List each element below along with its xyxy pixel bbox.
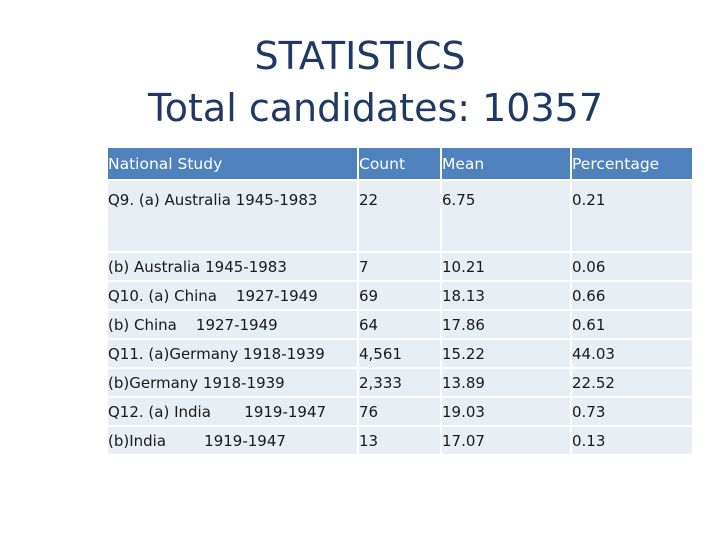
percentage-cell: 0.61: [571, 310, 694, 340]
percentage-cell: 0.73: [571, 397, 694, 427]
percentage-cell: 0.13: [571, 426, 694, 456]
study-cell: (b) Australia 1945-1983: [108, 252, 359, 282]
mean-cell: 10.21: [441, 252, 572, 282]
header-mean: Mean: [441, 148, 572, 181]
table-row: (b) Australia 1945-1983 7 10.21 0.06: [108, 252, 694, 282]
header-count: Count: [358, 148, 442, 181]
mean-cell: 17.07: [441, 426, 572, 456]
percentage-cell: 44.03: [571, 339, 694, 369]
count-cell: 69: [358, 281, 442, 311]
mean-cell: 19.03: [441, 397, 572, 427]
table-row: (b)Germany 1918-1939 2,333 13.89 22.52: [108, 368, 694, 398]
percentage-cell: 0.66: [571, 281, 694, 311]
header-national-study: National Study: [108, 148, 359, 181]
statistics-table: National Study Count Mean Percentage Q9.…: [108, 148, 694, 456]
percentage-cell: 0.21: [571, 180, 694, 253]
mean-value: 6.75: [442, 191, 476, 209]
count-cell: 13: [358, 426, 442, 456]
study-cell: (b)India 1919-1947: [108, 426, 359, 456]
page-title: STATISTICS: [254, 34, 466, 78]
percentage-cell: 22.52: [571, 368, 694, 398]
study-cell: (b) China 1927-1949: [108, 310, 359, 340]
study-cell: Q9. (a) Australia 1945-1983: [108, 180, 359, 253]
count-cell: 2,333: [358, 368, 442, 398]
mean-cell: 13.89: [441, 368, 572, 398]
table-row: Q10. (a) China 1927-1949 69 18.13 0.66: [108, 281, 694, 311]
study-label: Q9. (a) Australia 1945-1983: [108, 191, 318, 209]
percentage-value: 0.21: [572, 191, 606, 209]
count-cell: 4,561: [358, 339, 442, 369]
table-header-row: National Study Count Mean Percentage: [108, 148, 694, 181]
table-row: Q11. (a)Germany 1918-1939 4,561 15.22 44…: [108, 339, 694, 369]
header-percentage: Percentage: [571, 148, 694, 181]
mean-cell: 18.13: [441, 281, 572, 311]
study-cell: (b)Germany 1918-1939: [108, 368, 359, 398]
count-cell: 64: [358, 310, 442, 340]
table-row: Q9. (a) Australia 1945-1983 22 6.75 0.21: [108, 180, 694, 253]
table-row: Q12. (a) India 1919-1947 76 19.03 0.73: [108, 397, 694, 427]
count-cell: 22: [358, 180, 442, 253]
page-subtitle-total-candidates: Total candidates: 10357: [148, 86, 604, 130]
mean-cell: 6.75: [441, 180, 572, 253]
table-row: (b)India 1919-1947 13 17.07 0.13: [108, 426, 694, 456]
mean-cell: 17.86: [441, 310, 572, 340]
percentage-cell: 0.06: [571, 252, 694, 282]
count-cell: 7: [358, 252, 442, 282]
count-cell: 76: [358, 397, 442, 427]
study-cell: Q12. (a) India 1919-1947: [108, 397, 359, 427]
table-row: (b) China 1927-1949 64 17.86 0.61: [108, 310, 694, 340]
mean-cell: 15.22: [441, 339, 572, 369]
study-cell: Q10. (a) China 1927-1949: [108, 281, 359, 311]
count-value: 22: [359, 191, 379, 209]
study-cell: Q11. (a)Germany 1918-1939: [108, 339, 359, 369]
